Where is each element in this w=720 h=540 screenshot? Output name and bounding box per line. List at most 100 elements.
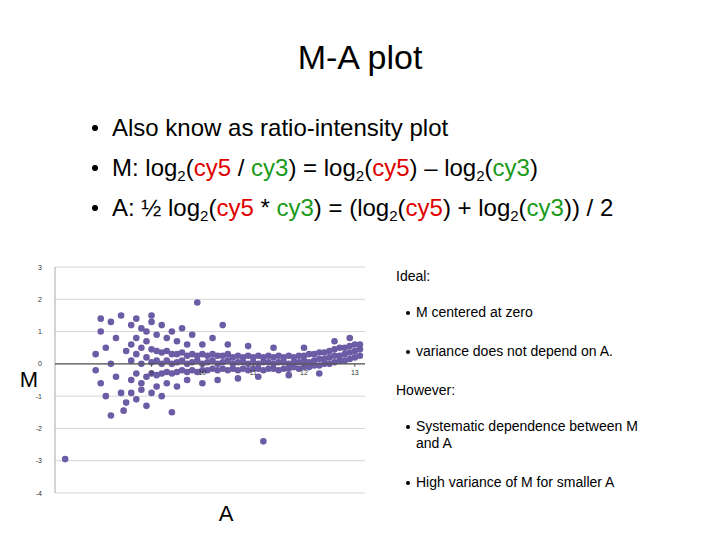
- text-segment: (: [208, 194, 216, 221]
- note-heading: However:: [396, 382, 696, 399]
- subscript: 2: [510, 207, 518, 224]
- data-point: [138, 380, 145, 387]
- grid-line: [55, 267, 365, 268]
- data-point: [143, 328, 150, 335]
- data-point: [128, 341, 135, 348]
- note-item: variance does not depend on A.: [406, 343, 651, 360]
- data-point: [143, 403, 150, 410]
- data-point: [169, 328, 176, 335]
- y-tick-label: 2: [38, 296, 42, 303]
- x-tick: [304, 364, 305, 367]
- text-segment: *: [254, 194, 277, 221]
- bullet-text: M: log2(cy5 / cy3) = log2(cy5) – log2(cy…: [112, 154, 538, 182]
- grid-line: [55, 460, 365, 461]
- data-point: [219, 322, 226, 329]
- data-point: [174, 338, 181, 345]
- slide: {"title": "M-A plot", "bullets": [ [{"te…: [0, 0, 720, 540]
- data-point: [62, 456, 69, 463]
- data-point: [113, 373, 120, 380]
- text-segment: /: [231, 154, 251, 181]
- y-tick-label: -3: [36, 457, 42, 464]
- data-point: [123, 399, 130, 406]
- text-segment: cy3: [527, 194, 564, 221]
- note-item: M centered at zero: [406, 304, 651, 321]
- text-segment: cy5: [194, 154, 231, 181]
- data-point: [194, 299, 201, 306]
- subscript: 2: [356, 167, 364, 184]
- chart: -4-3-2-10123910111213MA: [0, 0, 720, 540]
- data-point: [103, 393, 110, 400]
- bullet-dot: [406, 311, 410, 315]
- note-item: Systematic dependence between M and A: [406, 418, 651, 452]
- x-tick: [354, 364, 355, 367]
- data-point: [158, 322, 165, 329]
- text-segment: M: log: [112, 154, 177, 181]
- note-text: Systematic dependence between M and A: [416, 418, 638, 451]
- x-tick-label: 10: [198, 369, 206, 376]
- bullet-dot: [92, 125, 98, 131]
- bullet-dot: [92, 165, 98, 171]
- data-point: [214, 377, 221, 384]
- note-heading: Ideal:: [396, 268, 696, 285]
- grid-line: [55, 428, 365, 429]
- data-point: [128, 390, 135, 397]
- data-point: [103, 344, 110, 351]
- text-segment: (: [519, 194, 527, 221]
- data-point: [118, 390, 125, 397]
- data-point: [179, 325, 186, 332]
- y-tick-label: -4: [36, 490, 42, 497]
- data-point: [331, 338, 338, 345]
- x-tick: [253, 364, 254, 367]
- y-axis-label: M: [20, 367, 38, 392]
- text-segment: (: [186, 154, 194, 181]
- data-point: [133, 396, 140, 403]
- text-segment: cy5: [216, 194, 253, 221]
- data-point: [97, 328, 104, 335]
- y-tick-label: -2: [36, 425, 42, 432]
- data-point: [133, 335, 140, 342]
- data-point: [153, 332, 160, 339]
- data-point: [209, 335, 216, 342]
- note-group: However: Systematic dependence between M …: [396, 382, 696, 491]
- data-point: [199, 341, 206, 348]
- data-point: [128, 377, 135, 384]
- note-group: Ideal: M centered at zero variance does no…: [396, 268, 696, 360]
- data-point: [133, 370, 140, 377]
- data-point: [270, 344, 277, 351]
- x-tick-label: 12: [300, 369, 308, 376]
- y-tick-label: 0: [38, 360, 42, 367]
- text-segment: cy3: [251, 154, 288, 181]
- bullet-dot: [406, 481, 410, 485]
- data-point: [148, 312, 155, 319]
- text-segment: cy3: [276, 194, 313, 221]
- data-point: [148, 390, 155, 397]
- subscript: 2: [200, 207, 208, 224]
- data-point: [245, 343, 252, 350]
- text-segment: (: [485, 154, 493, 181]
- note-text: variance does not depend on A.: [416, 343, 613, 359]
- y-tick-label: -1: [36, 393, 42, 400]
- data-point: [158, 393, 165, 400]
- grid-line: [55, 299, 365, 300]
- text-segment: ) + log: [443, 194, 510, 221]
- x-tick-label: 13: [351, 369, 359, 376]
- data-point: [138, 386, 145, 393]
- data-point: [316, 370, 323, 377]
- x-tick: [202, 364, 203, 367]
- subscript: 2: [389, 207, 397, 224]
- grid-line: [55, 396, 365, 397]
- note-text: High variance of M for smaller A: [416, 474, 614, 490]
- grid-line: [55, 493, 365, 494]
- data-point: [92, 351, 99, 358]
- y-axis-line: [55, 267, 56, 493]
- data-point: [199, 380, 206, 387]
- data-point: [164, 380, 171, 387]
- data-point: [113, 335, 120, 342]
- bullet-text: A: ½ log2(cy5 * cy3) = (log2(cy5) + log2…: [112, 194, 613, 222]
- text-segment: ) = log: [288, 154, 355, 181]
- data-point: [184, 341, 191, 348]
- subscript: 2: [177, 167, 185, 184]
- text-segment: cy3: [493, 154, 530, 181]
- data-point: [97, 380, 104, 387]
- data-point: [92, 367, 99, 374]
